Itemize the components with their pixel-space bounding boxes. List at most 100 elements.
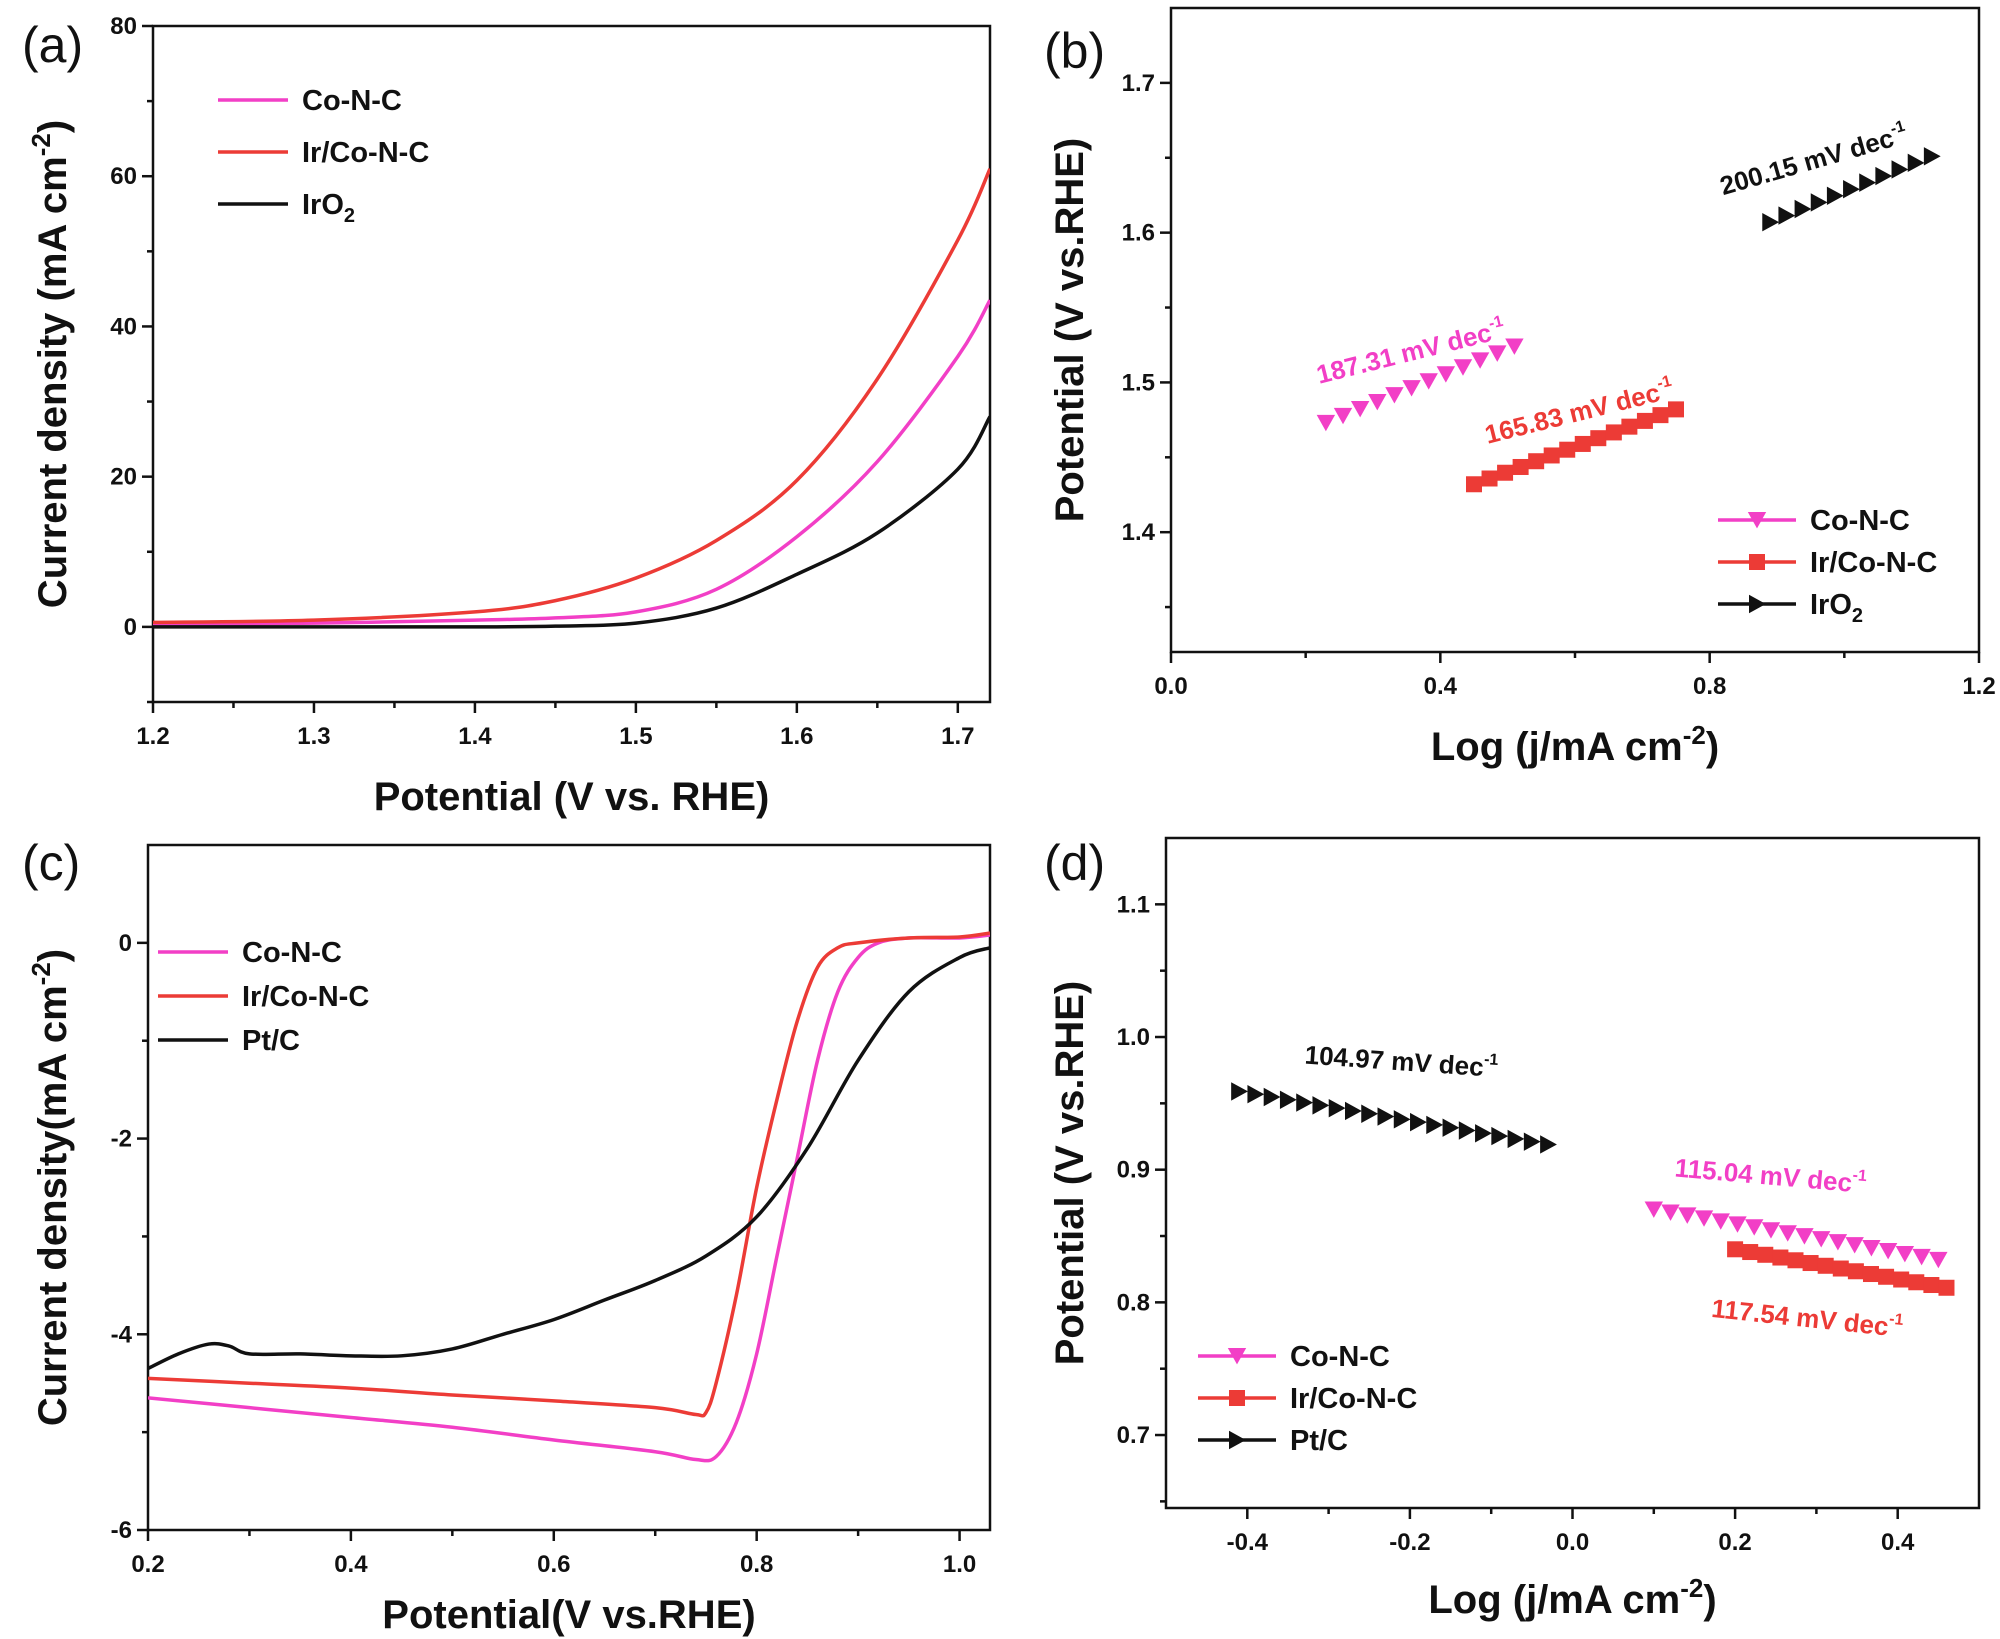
data-point [1543, 447, 1560, 464]
plot-data [153, 167, 990, 629]
data-point [1810, 193, 1828, 212]
y-axis-label: Current density (mA cm-2) [26, 120, 75, 608]
x-axis-label: Log (j/mA cm-2) [1431, 720, 1719, 769]
slope-annotation-sup: -1 [1888, 1311, 1904, 1329]
panel-d: -0.4 -0.2 0.0 0.2 0.4 0.7 0.8 0.9 1.0 1.1 (d) Log (… [1044, 835, 1981, 1622]
data-point [1512, 458, 1529, 475]
data-point [1231, 1082, 1248, 1101]
x-axis-label: Potential (V vs. RHE) [374, 775, 770, 819]
legend-label-text: Co-N-C [1290, 1341, 1390, 1373]
data-point [1470, 352, 1490, 369]
y-axis-label-tail: ) [31, 949, 75, 962]
data-point [1436, 366, 1456, 383]
x-axis-label-sup: -2 [1680, 1573, 1703, 1603]
data-point [1878, 1243, 1898, 1260]
data-point [1644, 1201, 1663, 1218]
data-point [1862, 1266, 1879, 1283]
y-tick-label: 20 [110, 464, 137, 491]
data-point [1458, 1121, 1476, 1140]
data-point [1772, 1249, 1789, 1266]
legend-swatch-marker [1227, 1348, 1247, 1365]
y-tick-label: 1.5 [1122, 369, 1155, 396]
x-tick-label: 0.4 [1424, 673, 1458, 700]
data-point [1559, 441, 1576, 458]
data-point [1442, 1118, 1460, 1137]
data-point [1843, 180, 1860, 199]
x-axis-label-text: Log (j/mA cm [1428, 1578, 1680, 1622]
x-tick-label: 1.5 [619, 723, 652, 750]
x-tick-label: 0.4 [1881, 1529, 1915, 1556]
x-axis-label: Potential(V vs.RHE) [382, 1593, 755, 1637]
x-tick-label: 0.8 [740, 1551, 773, 1578]
y-axis-label-sup: -2 [26, 962, 56, 985]
data-point [1875, 166, 1893, 186]
plot-data [148, 931, 990, 1463]
x-tick-label: 0.4 [334, 1551, 368, 1578]
data-point [1745, 1219, 1764, 1236]
x-tick-label: 0.2 [1718, 1529, 1751, 1556]
data-point [1590, 430, 1607, 447]
x-tick-label: 0.8 [1693, 673, 1726, 700]
y-tick-label: 0 [119, 930, 132, 957]
x-tick-label: 0.0 [1556, 1529, 1589, 1556]
data-point [1728, 1216, 1747, 1233]
y-tick-label: 1.4 [1122, 519, 1156, 546]
legend-label: Ir/Co-N-C [1290, 1383, 1417, 1415]
data-point [1505, 338, 1524, 355]
legend-swatch-marker [1749, 554, 1765, 570]
y-tick-label: 0.9 [1117, 1157, 1150, 1184]
legend-label: Pt/C [242, 1025, 300, 1057]
data-point [1742, 1244, 1759, 1261]
legend-label: IrO2 [1810, 589, 1863, 627]
data-point [1497, 464, 1514, 481]
data-point [1778, 1225, 1797, 1242]
data-point [1711, 1213, 1730, 1230]
legend-swatch-marker [1749, 594, 1766, 614]
y-tick-label: 0.8 [1117, 1289, 1150, 1316]
slope-annotation: 115.04 mV dec-1 [1674, 1151, 1868, 1199]
legend-label-sub: 2 [344, 205, 355, 227]
data-point [1923, 1277, 1940, 1294]
data-point [1891, 160, 1909, 179]
legend: Co-N-C Ir/Co-N-C Pt/C [158, 937, 369, 1057]
series-line-1 [153, 167, 990, 625]
legend-label: Co-N-C [242, 937, 342, 969]
panel-label: (a) [22, 17, 83, 73]
y-tick-label: 1.1 [1117, 891, 1150, 918]
y-axis-label: Potential (V vs.RHE) [1048, 138, 1092, 523]
slope-annotation-sup: -1 [1852, 1167, 1868, 1185]
data-point [1908, 1274, 1925, 1291]
y-tick-label: 40 [110, 313, 137, 340]
data-point [1895, 1245, 1915, 1263]
data-point [1393, 1110, 1411, 1129]
data-point [1507, 1129, 1525, 1149]
legend-label-text: Ir/Co-N-C [1810, 547, 1937, 579]
legend-swatch-marker [1747, 512, 1767, 529]
data-point [1694, 1210, 1714, 1227]
x-tick-label: -0.2 [1389, 1529, 1430, 1556]
data-point [1832, 1260, 1849, 1277]
data-point [1845, 1237, 1864, 1254]
legend-label: Co-N-C [1290, 1341, 1390, 1373]
y-tick-label: -4 [111, 1321, 133, 1348]
series-markers-1 [1466, 401, 1684, 493]
data-point [1859, 173, 1877, 192]
x-axis-label-sup: -2 [1683, 720, 1706, 750]
data-point [1636, 412, 1653, 429]
x-tick-label: 0.2 [131, 1551, 164, 1578]
legend-label-sub: 2 [1852, 605, 1863, 627]
legend-label: Ir/Co-N-C [1810, 547, 1937, 579]
data-point [1678, 1207, 1697, 1224]
data-point [1862, 1240, 1881, 1257]
data-point [1757, 1246, 1774, 1263]
legend-label: Ir/Co-N-C [302, 137, 429, 169]
data-point [1481, 470, 1498, 487]
legend-label: Ir/Co-N-C [242, 981, 369, 1013]
data-point [1621, 418, 1638, 435]
data-point [1475, 1124, 1492, 1143]
x-axis-label-tail: ) [1706, 725, 1719, 769]
x-tick-label: 1.2 [1962, 673, 1995, 700]
x-tick-label: 0.6 [537, 1551, 570, 1578]
data-point [1878, 1268, 1895, 1285]
y-axis-label-text: Current density (mA cm [31, 156, 75, 608]
